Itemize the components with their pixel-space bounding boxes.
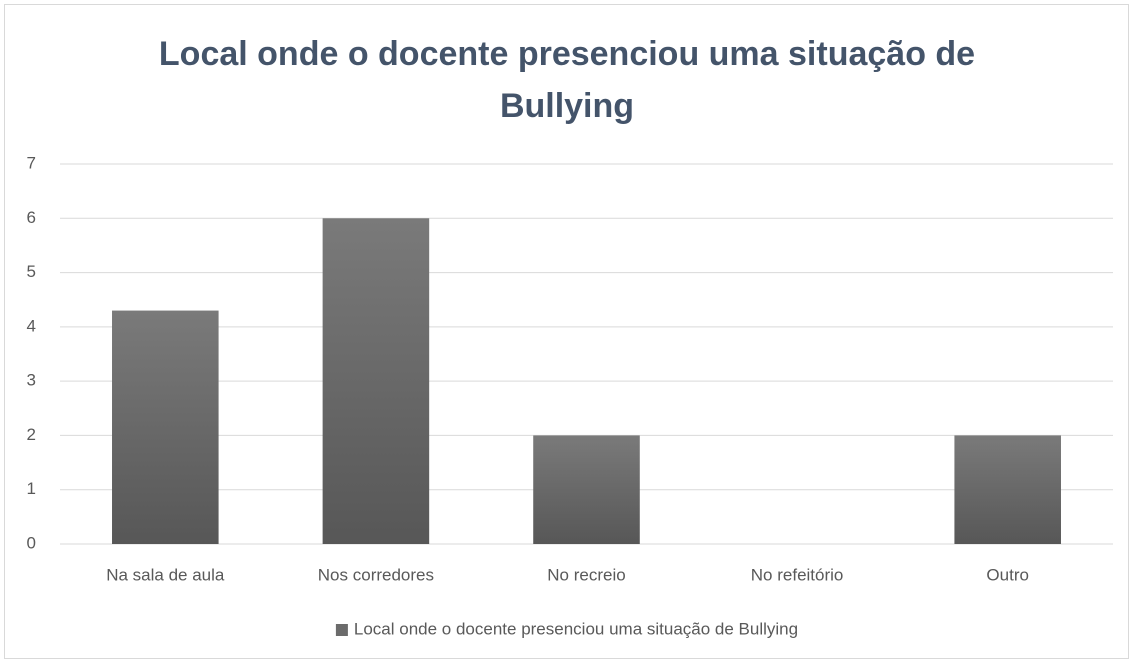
bar [322, 218, 430, 545]
legend-swatch [335, 624, 348, 636]
x-tick-label: No recreio [547, 565, 625, 584]
x-tick-label: Outro [986, 565, 1029, 584]
x-tick-label: No refeitório [751, 565, 844, 584]
bar [954, 435, 1061, 544]
y-tick-label: 5 [27, 262, 36, 281]
y-tick-label: 6 [27, 208, 36, 227]
chart-title: Local onde o docente presenciou uma situ… [158, 35, 976, 125]
bar [112, 310, 219, 544]
bar [533, 435, 640, 544]
y-tick-label: 2 [27, 425, 36, 444]
y-tick-label: 4 [27, 316, 36, 335]
y-tick-label: 0 [27, 533, 36, 552]
x-tick-label: Na sala de aula [106, 565, 225, 584]
x-tick-label: Nos corredores [318, 565, 434, 584]
y-tick-label: 3 [27, 371, 36, 390]
y-tick-label: 1 [27, 479, 36, 498]
y-tick-label: 7 [27, 153, 36, 172]
legend-label: Local onde o docente presenciou uma situ… [354, 619, 798, 638]
